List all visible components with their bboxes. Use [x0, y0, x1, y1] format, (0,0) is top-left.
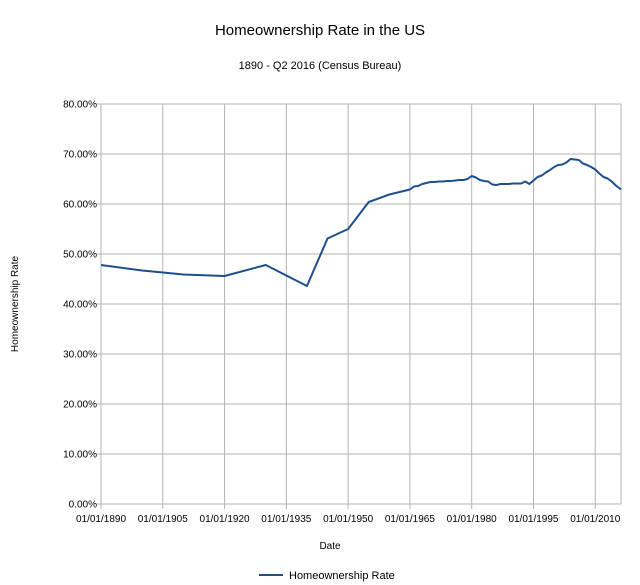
y-tick-label: 40.00% [63, 300, 97, 311]
series-line-homeownership-rate [100, 158, 622, 287]
y-tick-label: 10.00% [63, 450, 97, 461]
chart-title: Homeownership Rate in the US [215, 22, 425, 39]
y-tick-label: 70.00% [63, 150, 97, 161]
y-tick-label: 50.00% [63, 250, 97, 261]
y-tick-label: 30.00% [63, 350, 97, 361]
y-tick-label: 60.00% [63, 200, 97, 211]
legend-label: Homeownership Rate [289, 570, 395, 582]
x-tick-label: 01/01/1920 [200, 514, 250, 525]
x-tick-label: 01/01/1980 [447, 514, 497, 525]
x-axis-label: Date [319, 541, 341, 552]
y-tick-label: 80.00% [63, 100, 97, 111]
x-tick-label: 01/01/2010 [570, 514, 620, 525]
x-tick-label: 01/01/1935 [261, 514, 311, 525]
x-tick-label: 01/01/1950 [323, 514, 373, 525]
x-tick-label: 01/01/1890 [76, 514, 126, 525]
y-tick-label: 0.00% [69, 500, 97, 511]
x-tick-label: 01/01/1965 [385, 514, 435, 525]
y-tick-label: 20.00% [63, 400, 97, 411]
grid [100, 103, 621, 505]
x-tick-label: 01/01/1995 [508, 514, 558, 525]
y-axis-label: Homeownership Rate [10, 255, 21, 352]
y-axis-ticks: 0.00% 10.00% 20.00% 30.00% 40.00% 50.00% 60.00… [63, 100, 101, 511]
legend: Homeownership Rate [259, 570, 395, 582]
plot-area [100, 103, 622, 505]
x-axis-ticks: 01/01/1890 01/01/1905 01/01/1920 01/01/1935… [76, 504, 621, 525]
x-tick-label: 01/01/1905 [138, 514, 188, 525]
chart-subtitle: 1890 - Q2 2016 (Census Bureau) [239, 60, 402, 72]
